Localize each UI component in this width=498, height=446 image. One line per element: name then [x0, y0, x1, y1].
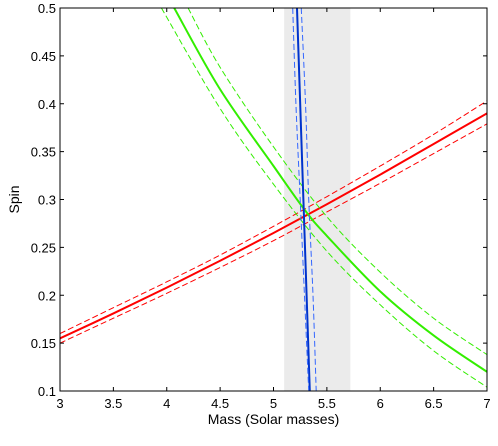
x-tick-label: 3: [56, 396, 63, 411]
y-axis-title: Spin: [6, 185, 22, 213]
tick-layer: 3 3.5 4 4.5 5 5.5 6 6.5 7 0.1 0.15 0.2 0.25 0.3 0.35 0.…: [31, 1, 491, 411]
y-tick-label: 0.25: [31, 240, 56, 255]
red-bound-line-1: [60, 100, 487, 335]
y-tick-label: 0.3: [38, 193, 56, 208]
blue-bound-line-8: [300, 8, 317, 391]
y-tick-label: 0.5: [38, 1, 56, 16]
x-tick-label: 3.5: [104, 396, 122, 411]
blue-curve-line-6: [295, 8, 311, 391]
red-bound-line-2: [60, 123, 487, 344]
x-tick-label: 5: [270, 396, 277, 411]
y-tick-label: 0.1: [38, 384, 56, 399]
blue-bound-line-7: [292, 8, 310, 391]
y-tick-label: 0.15: [31, 336, 56, 351]
x-axis-title: Mass (Solar masses): [208, 411, 339, 427]
y-tick-label: 0.4: [38, 97, 56, 112]
x-tick-label: 7: [483, 396, 490, 411]
y-tick-label: 0.45: [31, 49, 56, 64]
green-bound-line-4: [187, 8, 487, 356]
series-layer: [60, 8, 487, 391]
red-curve-line-0: [60, 112, 487, 340]
x-tick-label: 4.5: [211, 396, 229, 411]
x-tick-label: 6.5: [425, 396, 443, 411]
x-tick-label: 4: [163, 396, 170, 411]
green-bound-line-5: [160, 8, 487, 388]
plot-frame: [59, 7, 488, 392]
y-tick-label: 0.2: [38, 288, 56, 303]
green-curve-line-3: [173, 8, 487, 373]
x-tick-label: 5.5: [318, 396, 336, 411]
x-tick-label: 6: [377, 396, 384, 411]
y-tick-label: 0.35: [31, 145, 56, 160]
